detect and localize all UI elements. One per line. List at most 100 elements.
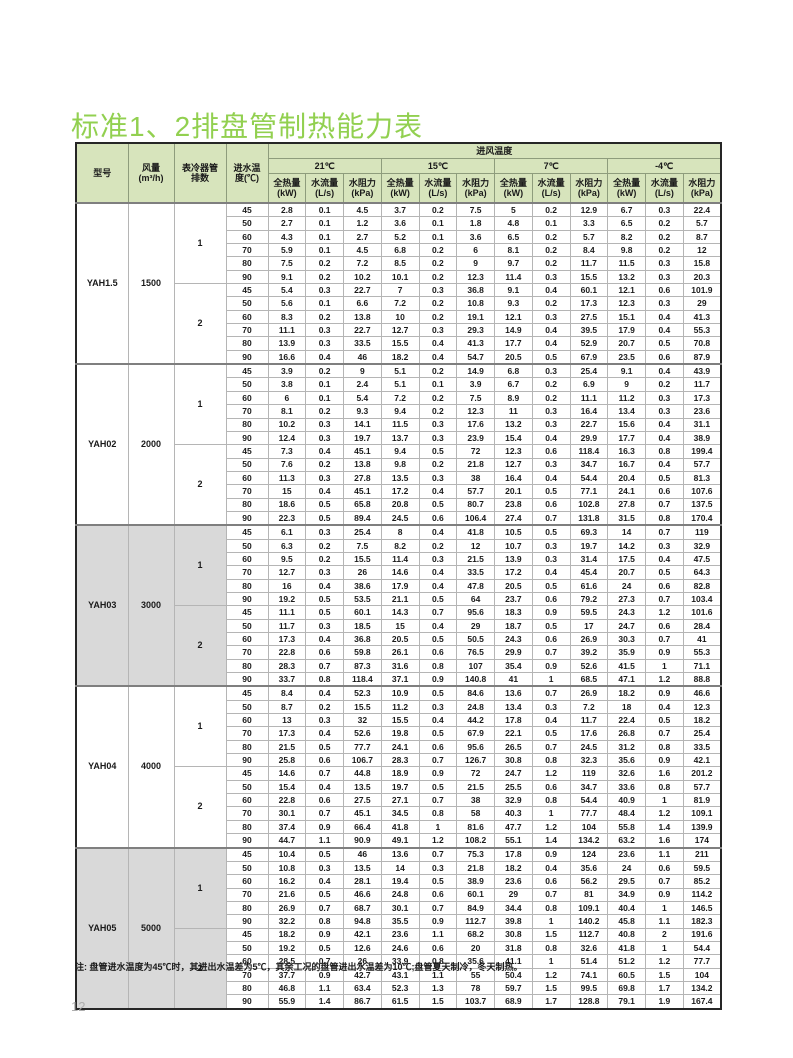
table-row: 50 10.8 0.3 13.5 14 0.3 21.8 18.2 0.4 35.6 24 0.6 59… — [76, 860, 722, 876]
value-cell: 1.7 — [531, 994, 571, 1010]
value-cell: 45.1 — [343, 484, 382, 499]
value-cell: 19.7 — [380, 779, 420, 795]
value-cell: 38 — [456, 793, 495, 808]
value-cell: 13.4 — [607, 404, 646, 419]
value-cell: 94.8 — [343, 914, 382, 929]
value-cell: 0.2 — [645, 377, 684, 392]
water-temp-cell: 90 — [225, 753, 269, 768]
value-cell: 0.6 — [645, 860, 684, 876]
value-cell: 0.6 — [531, 591, 571, 607]
value-cell: 1.2 — [645, 806, 684, 821]
value-cell: 25.5 — [494, 779, 533, 795]
value-cell: 0.8 — [531, 940, 571, 956]
value-cell: 0.2 — [305, 269, 344, 285]
value-cell: 8.1 — [494, 243, 533, 258]
value-cell: 54.4 — [569, 793, 609, 808]
value-cell: 25.4 — [569, 363, 609, 379]
table-row: 80 46.8 1.1 63.4 52.3 1.3 78 59.7 1.5 99.5 69.8 1.7… — [76, 980, 722, 996]
value-cell: 12 — [682, 243, 722, 258]
value-cell: 84.6 — [456, 685, 495, 701]
coil-rows-cell: 1 — [173, 202, 227, 285]
coil-rows-cell: 1 — [173, 524, 227, 607]
value-cell: 7.2 — [343, 256, 382, 271]
value-cell: 44.2 — [456, 713, 495, 728]
value-cell: 0.3 — [645, 269, 684, 285]
value-cell: 12.9 — [569, 202, 609, 218]
value-cell: 0.3 — [531, 538, 571, 553]
value-cell: 14.3 — [380, 605, 420, 620]
table-row: 50 3.8 0.1 2.4 5.1 0.1 3.9 6.7 0.2 6.9 9 0.2 11.7 — [76, 377, 722, 392]
water-temp-cell: 80 — [225, 658, 269, 674]
value-cell: 22.4 — [682, 202, 722, 218]
value-cell: 0.6 — [531, 631, 571, 647]
value-cell: 14.2 — [607, 538, 646, 553]
value-cell: 17.3 — [267, 631, 307, 647]
value-cell: 9.3 — [494, 296, 533, 311]
value-cell: 23.7 — [494, 591, 533, 607]
value-cell: 22.3 — [267, 510, 307, 526]
table-body: YAH1.5 1500 1 45 2.8 0.1 4.5 3.7 0.2 7.5 5 0.2 12.9 6… — [75, 201, 722, 1010]
value-cell: 0.3 — [645, 296, 684, 311]
heating-capacity-table: 型号 风量 (m³/h) 表冷器管 排数 进水温 度(℃) 进风温度 21℃ 15… — [75, 142, 723, 1010]
value-cell: 41.5 — [607, 658, 646, 674]
value-cell: 0.5 — [645, 336, 684, 351]
value-cell: 0.3 — [305, 565, 344, 580]
header-temp-group: 21℃ — [267, 158, 382, 174]
value-cell: 13.5 — [380, 470, 420, 486]
value-cell: 41.3 — [456, 336, 495, 351]
water-temp-cell: 45 — [225, 927, 269, 942]
value-cell: 134.2 — [569, 833, 609, 848]
value-cell: 1 — [418, 819, 458, 835]
value-cell: 65.8 — [343, 497, 382, 512]
value-cell: 5.4 — [343, 390, 382, 406]
value-cell: 104 — [682, 967, 722, 982]
value-cell: 137.5 — [682, 497, 722, 512]
table-row: YAH02 2000 1 45 3.9 0.2 9 5.1 0.2 14.9 6.8 0.3 25.4 9… — [75, 363, 722, 526]
value-cell: 0.7 — [531, 739, 571, 755]
value-cell: 10.2 — [267, 417, 307, 432]
value-cell: 13.2 — [607, 269, 646, 285]
water-temp-cell: 50 — [225, 296, 269, 311]
table-row: YAH1.5 1500 1 45 2.8 0.1 4.5 3.7 0.2 7.5 5 0.2 12.9 6… — [75, 201, 722, 365]
table-row: 60 4.3 0.1 2.7 5.2 0.1 3.6 6.5 0.2 5.7 8.2 0.2 8.7 — [76, 229, 722, 245]
value-cell: 0.5 — [645, 565, 684, 580]
value-cell: 33.5 — [456, 565, 495, 580]
value-cell: 37.1 — [380, 672, 420, 687]
value-cell: 1 — [645, 793, 684, 808]
value-cell: 35.6 — [607, 753, 646, 768]
value-cell: 0.1 — [305, 216, 344, 231]
value-cell: 0.2 — [645, 229, 684, 245]
value-cell: 39.8 — [494, 914, 533, 929]
value-cell: 11.7 — [682, 377, 722, 392]
value-cell: 0.8 — [645, 510, 684, 526]
value-cell: 0.4 — [305, 484, 344, 499]
value-cell: 44.8 — [343, 766, 382, 781]
value-cell: 24.1 — [380, 739, 420, 755]
value-cell: 15.4 — [267, 779, 307, 795]
value-cell: 0.6 — [645, 578, 684, 593]
value-cell: 20.7 — [607, 336, 646, 351]
table-row: 70 12.7 0.3 26 14.6 0.4 33.5 17.2 0.4 45.4 20.7 0.5… — [76, 565, 722, 580]
value-cell: 47.5 — [682, 551, 722, 567]
value-cell: 6.3 — [267, 538, 307, 553]
water-temp-cell: 50 — [225, 860, 269, 876]
value-cell: 7.5 — [456, 390, 495, 406]
value-cell: 0.3 — [305, 417, 344, 432]
value-cell: 11 — [494, 404, 533, 419]
water-temp-cell: 45 — [225, 846, 269, 862]
value-cell: 41 — [682, 631, 722, 647]
value-cell: 44.7 — [267, 833, 307, 848]
header-sub: 全热量 (kW) — [380, 173, 420, 204]
value-cell: 17.3 — [682, 390, 722, 406]
value-cell: 5.2 — [380, 229, 420, 245]
value-cell: 0.3 — [305, 524, 344, 540]
value-cell: 5.7 — [569, 229, 609, 245]
value-cell: 139.9 — [682, 819, 722, 835]
water-temp-cell: 90 — [225, 994, 269, 1010]
value-cell: 0.1 — [418, 377, 458, 392]
value-cell: 79.1 — [607, 994, 646, 1010]
value-cell: 7.2 — [380, 296, 420, 311]
value-cell: 0.1 — [418, 229, 458, 245]
value-cell: 0.6 — [305, 753, 344, 768]
value-cell: 6.5 — [494, 229, 533, 245]
